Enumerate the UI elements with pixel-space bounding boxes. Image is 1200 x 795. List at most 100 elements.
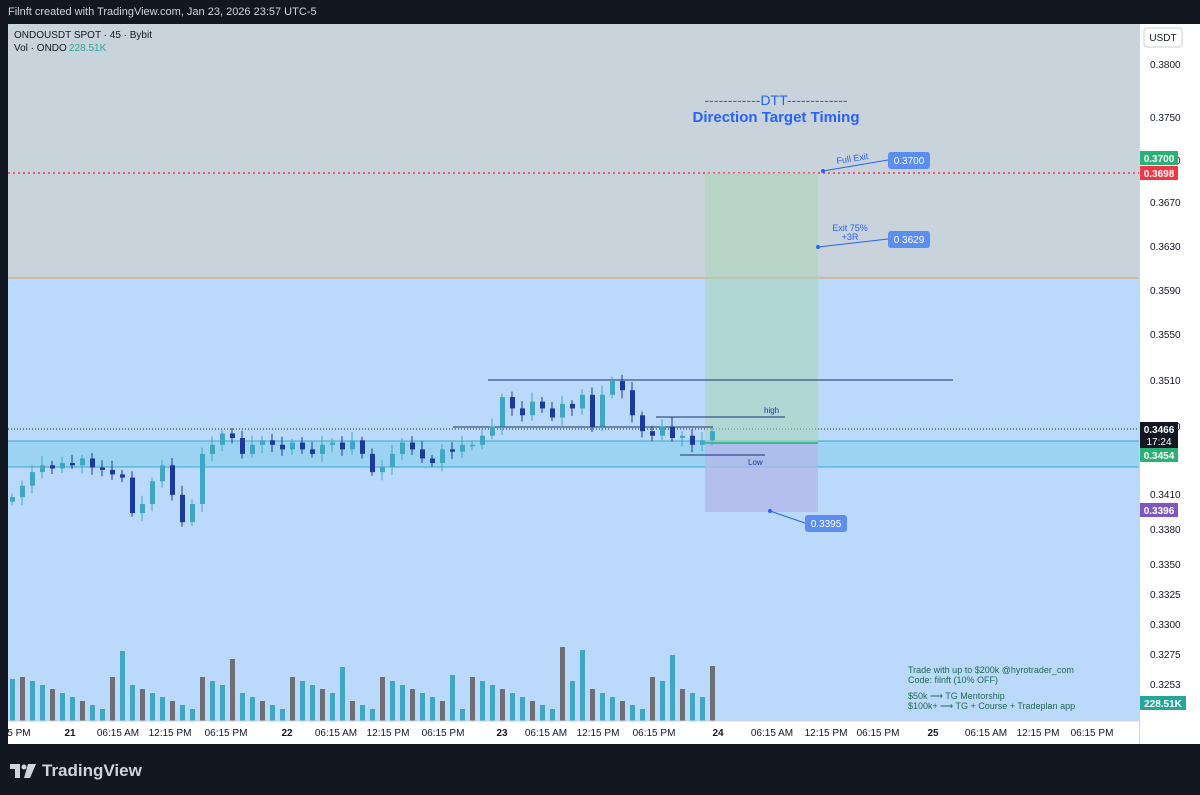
candle-body [490,426,495,436]
candle-body [320,444,325,454]
candle-body [260,440,265,445]
candle-body [130,477,135,514]
candle-body [700,440,705,445]
volume-bar [540,705,545,721]
promo-line1: Trade with up to $200k @hyrotrader_com [908,665,1074,675]
exit75-box[interactable] [888,231,930,248]
time-tick: 12:15 PM [149,728,192,739]
time-tick: 6:15 PM [8,728,31,739]
candle-body [40,465,45,473]
candle-body [240,438,245,454]
candle-body [140,503,145,514]
time-tick: 23 [496,728,508,739]
time-tick: 25 [927,728,939,739]
time-tick: 06:15 PM [633,728,676,739]
volume-bar [550,709,555,721]
volume-bar [630,705,635,721]
full-exit-box[interactable] [888,152,930,169]
volume-bar [230,659,235,721]
volume-bar [100,709,105,721]
candle-body [400,442,405,454]
candle-body [460,444,465,452]
volume-bar [580,650,585,721]
price-tick: 0.3410 [1150,490,1181,501]
volume-bar [670,655,675,721]
volume-bar [590,689,595,721]
blue-zone [8,278,1139,744]
volume-bar [280,709,285,721]
candle-body [270,440,275,445]
full-exit-dot [821,169,825,173]
candle-body [530,401,535,416]
candle-body [70,463,75,466]
price-axis[interactable]: USDT 0.38000.37500.37100.36700.36300.359… [1139,24,1200,744]
volume-bar [350,701,355,721]
candle-body [670,426,675,439]
volume-bar [680,689,685,721]
currency-label: USDT [1149,33,1176,44]
volume-bar [420,693,425,721]
time-tick: 06:15 PM [857,728,900,739]
exit75-dot [816,245,820,249]
chart-area[interactable]: ------------DTT------------- Direction T… [8,24,1139,744]
time-tick: 06:15 AM [965,728,1007,739]
dtt-title: ------------DTT------------- [705,92,848,108]
volume-bar [430,697,435,721]
footer: TradingView [0,744,1200,795]
volume-bar [500,689,505,721]
volume-bar [30,681,35,721]
time-tick: 06:15 PM [422,728,465,739]
volume-bar [410,689,415,721]
volume-bar [290,677,295,721]
time-axis[interactable] [8,721,1139,744]
exit75-price: 0.3629 [894,235,925,246]
candle-body [170,465,175,495]
stop-badge [1140,503,1178,517]
volume-bar [210,681,215,721]
volume-bar [600,693,605,721]
candle-body [410,442,415,450]
stop-box[interactable] [805,515,847,532]
candle-body [300,442,305,450]
volume-bar [390,681,395,721]
time-tick: 12:15 PM [805,728,848,739]
volume-bar [310,685,315,721]
time-tick: 06:15 AM [751,728,793,739]
tradingview-logo[interactable]: TradingView [10,761,142,781]
target-badge [1140,151,1178,165]
volume-bar [700,697,705,721]
price-axis-svg[interactable]: USDT 0.38000.37500.37100.36700.36300.359… [1140,24,1200,744]
candle-body [90,458,95,468]
price-chart[interactable]: ------------DTT------------- Direction T… [8,24,1139,744]
volume-bar [70,697,75,721]
volume-bar [240,693,245,721]
target-zone[interactable] [705,173,818,443]
volume-bar [320,689,325,721]
entry-band [8,441,1139,467]
price-tick: 0.3590 [1150,286,1181,297]
currency-button[interactable] [1143,27,1183,48]
candle-body [630,390,635,416]
candle-body [100,467,105,470]
candle-body [600,394,605,427]
candle-body [10,497,15,502]
stop-price: 0.3395 [811,519,842,530]
promo-line3: $50k ⟶ TG Mentorship [908,691,1005,701]
price-tick: 0.3380 [1150,525,1181,536]
candle-body [330,442,335,445]
volume-badge [1140,696,1186,710]
volume-bar [120,651,125,721]
exit75-r: +3R [842,232,859,242]
price-tick: 0.3300 [1150,620,1181,631]
volume-bar [470,677,475,721]
volume-bar [190,709,195,721]
candle-body [60,463,65,469]
candle-body [190,503,195,523]
price-tick: 0.3325 [1150,590,1181,601]
volume-bar [150,693,155,721]
entry-badge-text: 0.3454 [1144,451,1175,462]
volume-bar [560,647,565,721]
candle-body [30,472,35,486]
promo-line2: Code: filnft (10% OFF) [908,675,998,685]
stop-zone[interactable] [705,443,818,512]
